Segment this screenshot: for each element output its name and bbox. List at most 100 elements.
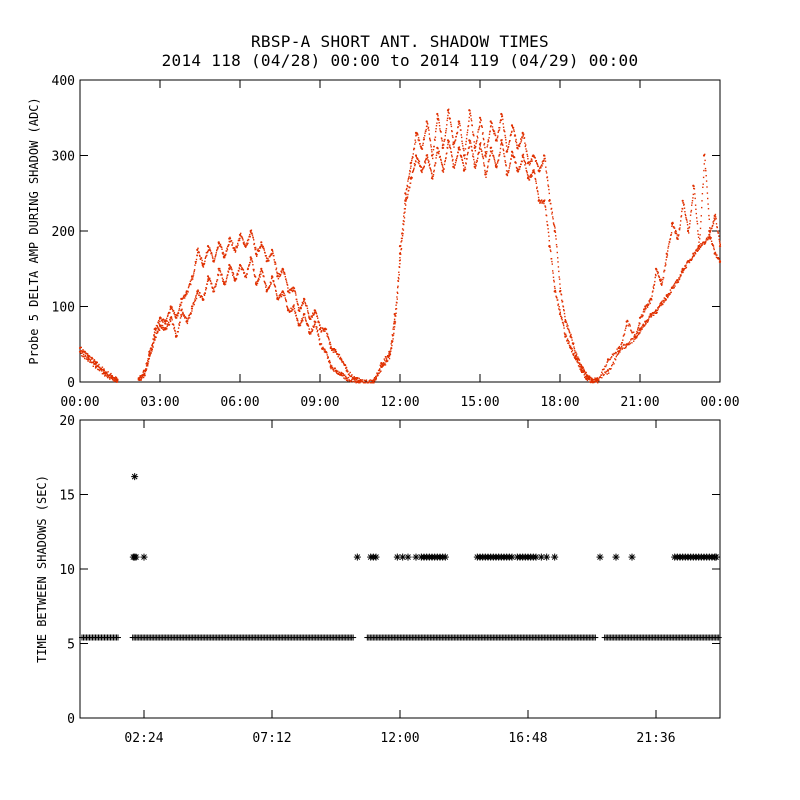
data-point [470, 146, 473, 148]
data-point [683, 267, 686, 270]
data-point [685, 267, 687, 269]
data-point [106, 375, 108, 377]
data-point [304, 301, 306, 304]
data-point [457, 123, 460, 125]
data-point [680, 274, 682, 276]
data-point [405, 197, 407, 199]
data-point [633, 340, 635, 342]
data-point [233, 276, 235, 278]
data-point [573, 354, 575, 356]
data-point [584, 376, 587, 378]
data-point [173, 310, 175, 312]
data-point [372, 382, 374, 384]
data-point [278, 273, 280, 275]
data-point [205, 287, 208, 290]
data-point [697, 236, 700, 238]
data-point [673, 286, 675, 289]
data-point [393, 326, 396, 328]
x-tick-label: 15:00 [460, 395, 499, 410]
data-point [699, 244, 701, 246]
data-point [357, 381, 359, 383]
data-point [589, 375, 591, 378]
data-point [228, 268, 230, 271]
data-point [534, 157, 536, 159]
data-point [348, 379, 350, 381]
data-point [709, 237, 711, 239]
data-point [294, 292, 297, 294]
data-point [388, 357, 391, 360]
data-point [508, 169, 510, 172]
data-point [670, 232, 673, 234]
data-point [714, 218, 716, 220]
data-point [364, 382, 367, 384]
data-point [304, 316, 306, 319]
data-point [281, 267, 284, 270]
data-point [424, 160, 426, 162]
data-point [524, 142, 526, 144]
data-point [704, 243, 706, 245]
data-point [681, 208, 684, 210]
y-tick-label: 10 [59, 563, 75, 578]
data-point [114, 377, 116, 379]
data-point [688, 232, 690, 234]
data-point [474, 150, 477, 152]
data-point [137, 378, 140, 381]
data-point [230, 240, 232, 243]
data-point [483, 142, 486, 145]
data-point [537, 165, 539, 168]
data-point [567, 340, 569, 342]
data-point [547, 231, 550, 234]
data-point [501, 115, 504, 117]
data-point [443, 144, 445, 146]
data-point [278, 296, 281, 299]
data-point [208, 277, 210, 279]
data-point [693, 255, 695, 257]
data-point [444, 138, 446, 141]
data-point [693, 188, 696, 190]
data-point [599, 376, 601, 378]
data-point [459, 122, 461, 125]
data-point [291, 287, 293, 289]
data-point [196, 254, 198, 257]
data-point [379, 369, 381, 371]
data-point [432, 157, 434, 160]
data-point [688, 227, 690, 229]
data-point [169, 306, 172, 309]
data-point [226, 276, 228, 278]
data-point [509, 165, 511, 167]
data-point [149, 348, 152, 350]
data-point [548, 192, 550, 195]
data-point [243, 241, 245, 243]
data-point [430, 144, 432, 146]
data-point [340, 372, 342, 374]
data-point [98, 369, 101, 372]
data-point [547, 224, 549, 227]
data-point [166, 315, 169, 317]
data-point [715, 254, 717, 256]
data-point [253, 270, 255, 272]
data-point [145, 365, 148, 367]
data-point [393, 320, 396, 323]
data-point [150, 352, 152, 354]
data-point [353, 381, 355, 383]
data-point [641, 316, 643, 318]
data-point [461, 158, 463, 161]
data-point [171, 308, 174, 311]
data-point [696, 217, 698, 219]
data-point [105, 373, 108, 375]
data-point [646, 306, 649, 308]
x-tick-label: 02:24 [124, 731, 163, 746]
data-point [383, 364, 385, 366]
data-point [667, 293, 670, 295]
data-point [291, 310, 293, 312]
data-point [510, 131, 513, 133]
data-point [384, 362, 386, 365]
data-point [707, 203, 709, 205]
data-point [545, 166, 547, 168]
data-point [447, 143, 449, 146]
data-point [460, 156, 462, 158]
data-point [261, 245, 264, 248]
data-point [246, 273, 248, 275]
data-point [670, 222, 674, 225]
data-point [683, 203, 685, 206]
